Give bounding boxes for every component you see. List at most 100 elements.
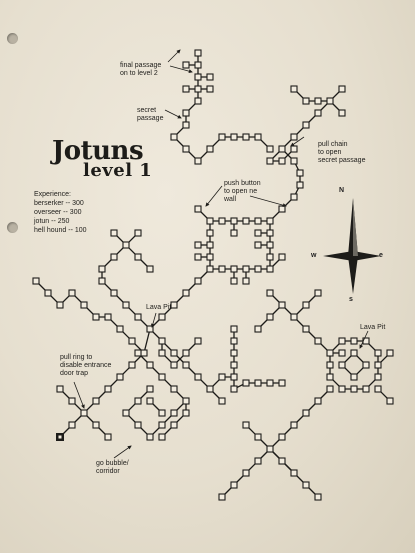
room <box>374 361 382 369</box>
room <box>182 361 190 369</box>
room <box>170 385 178 393</box>
room <box>128 337 136 345</box>
room <box>278 301 286 309</box>
room <box>254 433 262 441</box>
room <box>158 433 166 441</box>
compass-ew-needle <box>323 251 381 261</box>
room <box>98 277 106 285</box>
annotation-arrow <box>359 330 369 349</box>
corridor <box>161 340 199 366</box>
note-push-button: push button to open ne wall <box>224 180 261 203</box>
room <box>182 289 190 297</box>
room <box>254 325 262 333</box>
room <box>230 217 238 225</box>
room <box>134 229 142 237</box>
room <box>194 277 202 285</box>
compass-shade <box>353 198 358 256</box>
room <box>242 277 250 285</box>
room <box>146 325 154 333</box>
room <box>182 397 190 405</box>
note-final-passage: final passage on to level 2 <box>120 62 162 77</box>
arrow-head <box>176 49 181 54</box>
room <box>194 85 202 93</box>
compass-south: s <box>349 296 353 303</box>
label-lava-pit-center: Lava Pit <box>146 304 172 311</box>
room <box>326 349 334 357</box>
room <box>230 373 238 381</box>
room <box>194 373 202 381</box>
room <box>104 385 112 393</box>
arrow-head <box>282 203 287 208</box>
room <box>194 73 202 81</box>
arrow-head <box>127 445 132 450</box>
room <box>146 385 154 393</box>
corridor <box>233 329 282 391</box>
room <box>182 109 190 117</box>
room <box>170 133 178 141</box>
room <box>350 373 358 381</box>
room <box>182 61 190 69</box>
room <box>56 385 64 393</box>
room <box>314 337 322 345</box>
room <box>146 433 154 441</box>
binder-hole-bottom <box>7 222 18 233</box>
room <box>326 97 334 105</box>
arrow-head <box>290 142 295 147</box>
room <box>242 469 250 477</box>
room <box>350 337 358 345</box>
room <box>230 349 238 357</box>
room <box>290 157 298 165</box>
room <box>182 349 190 357</box>
annotation-arrow <box>73 381 85 409</box>
room <box>338 361 346 369</box>
room <box>242 217 250 225</box>
room <box>206 265 214 273</box>
room <box>290 421 298 429</box>
room <box>266 145 274 153</box>
room <box>314 289 322 297</box>
room <box>326 373 334 381</box>
room <box>266 157 274 165</box>
room <box>362 361 370 369</box>
arrow-head <box>205 202 210 207</box>
room <box>338 385 346 393</box>
room <box>278 205 286 213</box>
room <box>230 229 238 237</box>
room <box>278 157 286 165</box>
annotation-arrow <box>113 445 132 459</box>
room <box>134 313 142 321</box>
room <box>242 133 250 141</box>
room <box>80 301 88 309</box>
room <box>350 349 358 357</box>
room <box>266 229 274 237</box>
room <box>266 217 274 225</box>
room <box>266 313 274 321</box>
arrow-head <box>177 114 182 119</box>
room <box>158 409 166 417</box>
annotation-arrow <box>169 65 193 73</box>
map-subtitle: level 1 <box>83 160 153 181</box>
room <box>158 421 166 429</box>
annotation-arrow <box>249 195 287 207</box>
room <box>278 457 286 465</box>
room <box>290 193 298 201</box>
corridor <box>329 340 379 390</box>
compass-west: w <box>311 252 317 259</box>
room <box>296 181 304 189</box>
room <box>158 349 166 357</box>
room <box>134 253 142 261</box>
note-pull-ring: pull ring to disable entrance door trap <box>60 354 112 377</box>
room <box>374 373 382 381</box>
room <box>158 337 166 345</box>
room <box>218 133 226 141</box>
room <box>122 409 130 417</box>
note-go-bubble: go bubble/ corridor <box>96 460 129 475</box>
room <box>314 493 322 501</box>
room <box>68 289 76 297</box>
room <box>254 379 262 387</box>
room <box>278 253 286 261</box>
room <box>182 85 190 93</box>
room <box>278 145 286 153</box>
room <box>170 409 178 417</box>
room <box>350 385 358 393</box>
